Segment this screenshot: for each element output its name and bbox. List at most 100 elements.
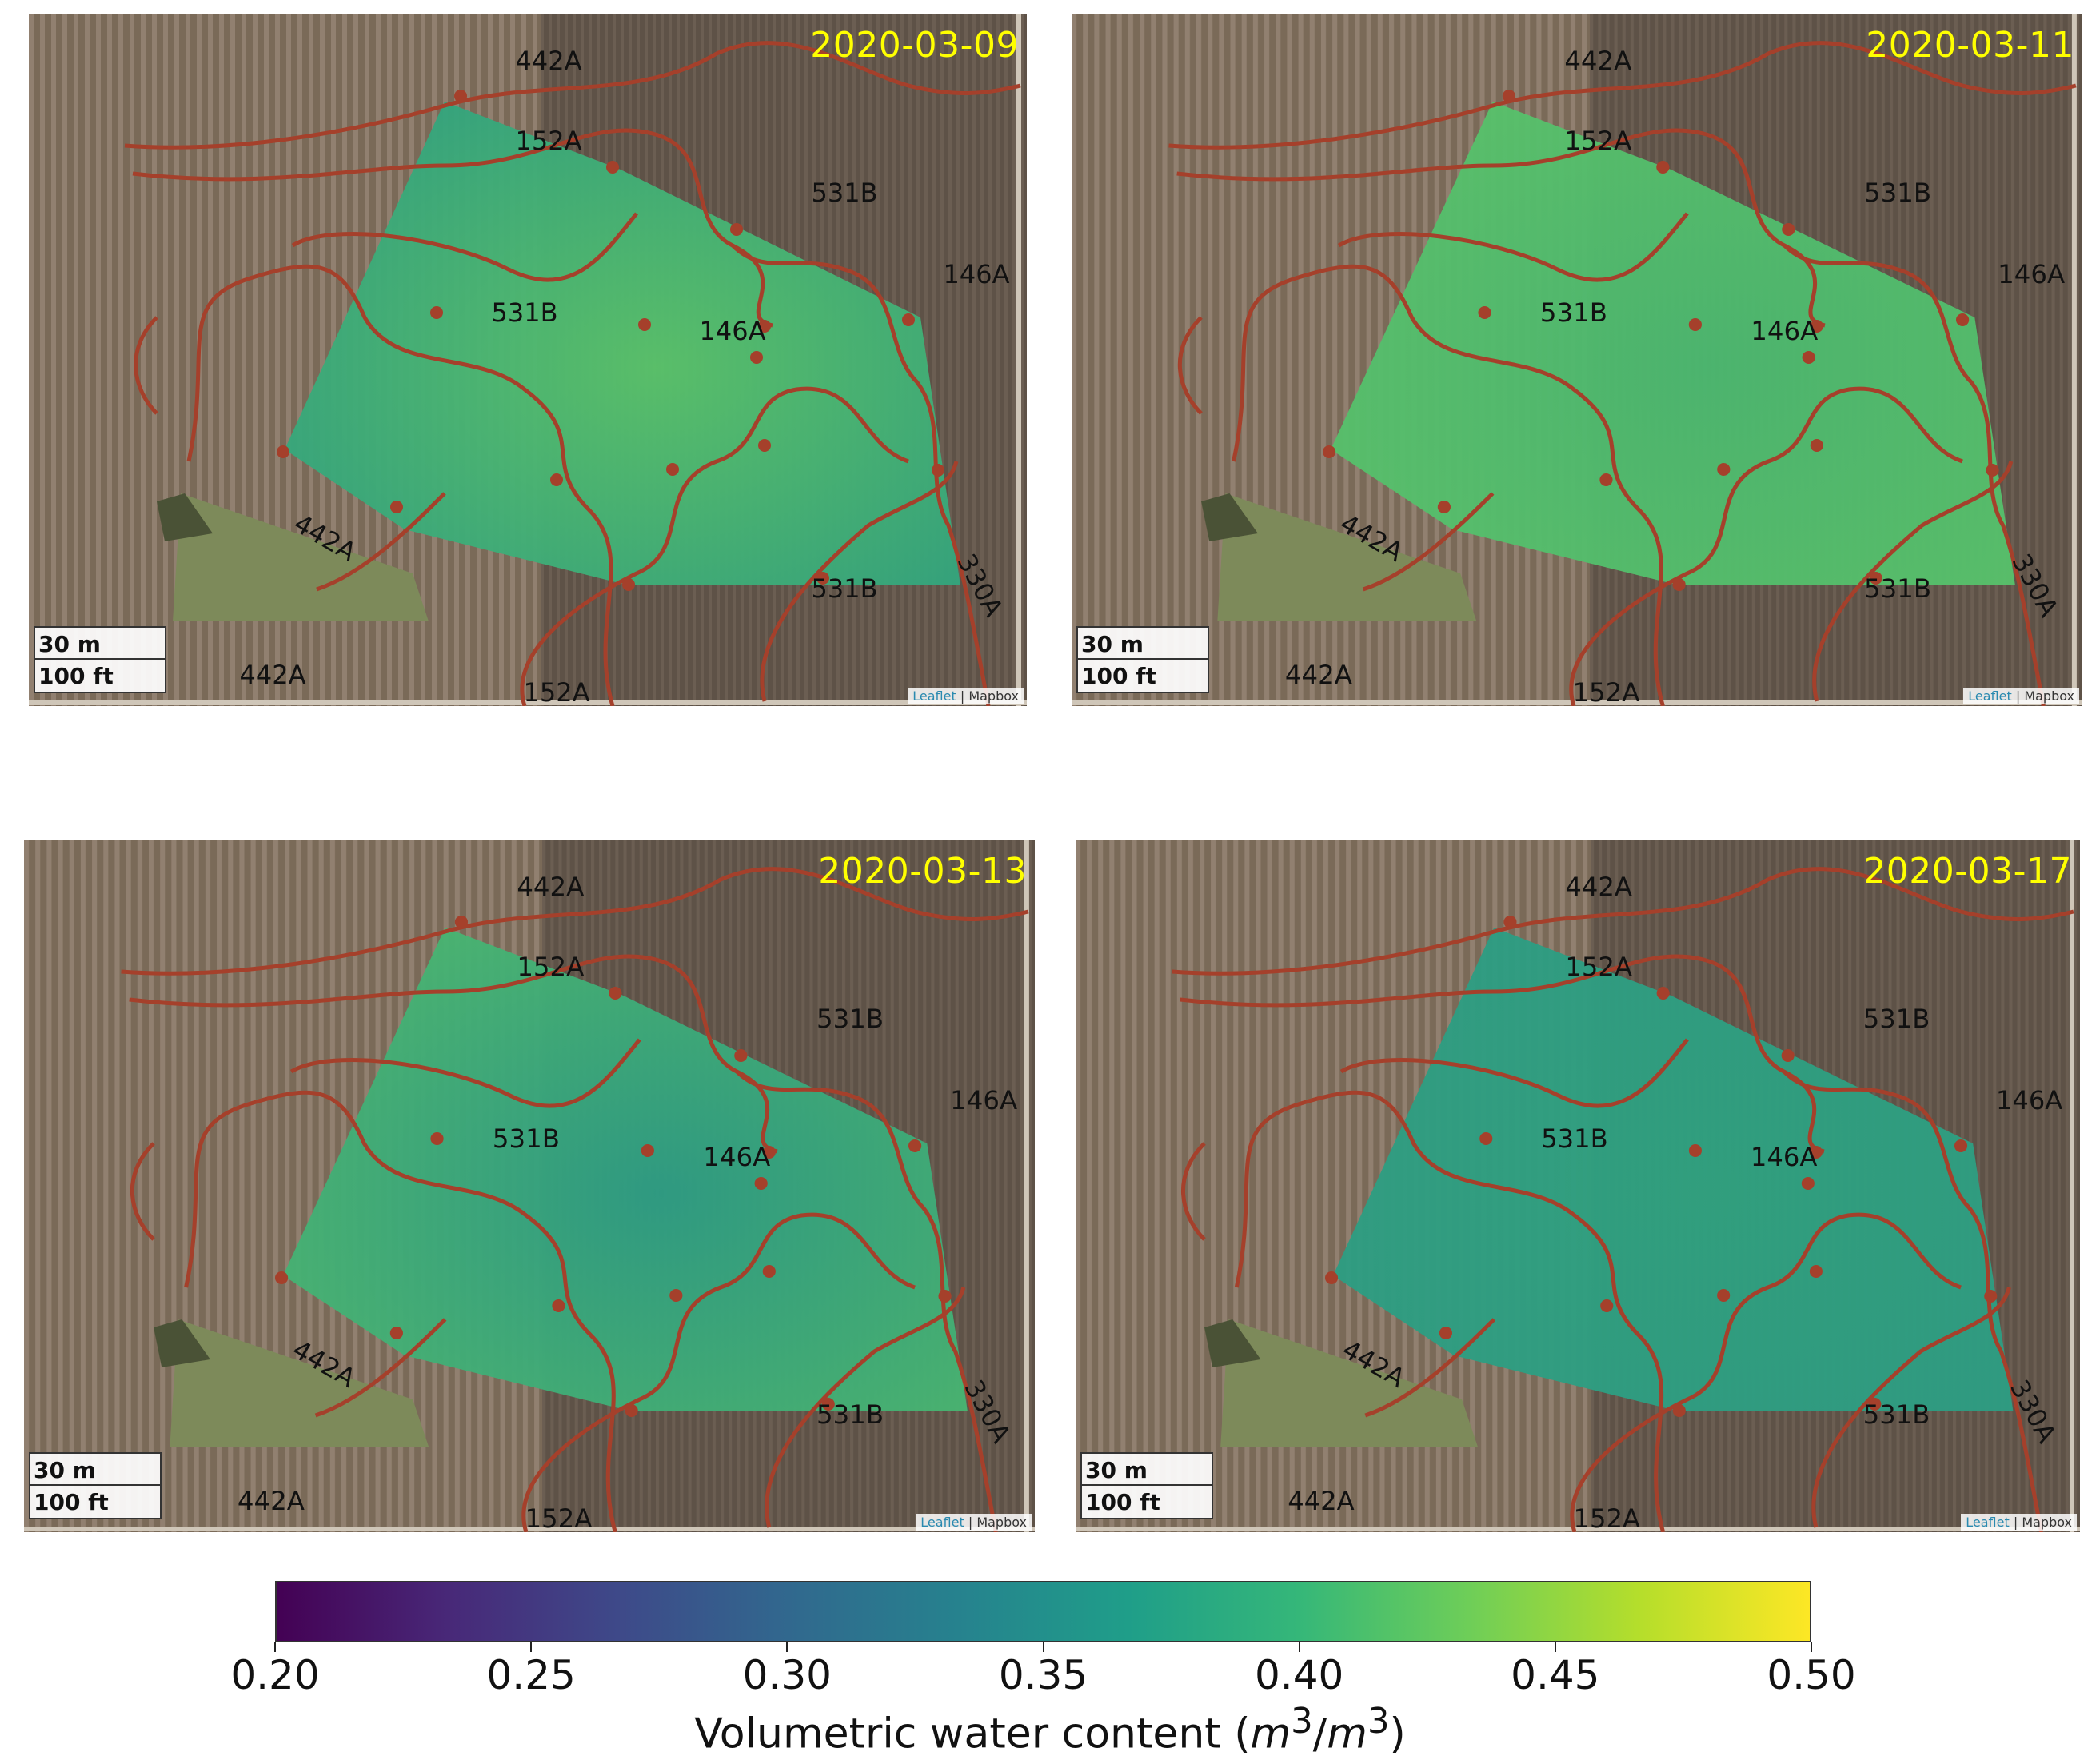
- soil-unit-label: 442A: [238, 1486, 305, 1516]
- sensor-point[interactable]: [750, 351, 763, 364]
- sensor-point[interactable]: [1810, 439, 1823, 452]
- soil-boundary: [731, 244, 991, 706]
- colorbar-tick: [786, 1642, 788, 1652]
- sensor-point[interactable]: [390, 501, 403, 513]
- map-attribution[interactable]: Leaflet | Mapbox: [1961, 1514, 2077, 1531]
- sensor-point[interactable]: [274, 1271, 289, 1284]
- soil-boundary: [1364, 1318, 1496, 1418]
- sensor-point[interactable]: [430, 306, 443, 319]
- sensor-point[interactable]: [1868, 1398, 1882, 1411]
- sensor-point[interactable]: [1672, 578, 1686, 591]
- sensor-point[interactable]: [816, 572, 829, 585]
- sensor-point[interactable]: [606, 161, 619, 174]
- sensor-point[interactable]: [821, 1398, 835, 1411]
- sensor-point[interactable]: [625, 1404, 638, 1417]
- soil-boundary: [1168, 41, 2077, 150]
- sensor-point[interactable]: [1809, 1265, 1823, 1278]
- moisture-surface: [1333, 928, 2014, 1411]
- sensor-point[interactable]: [1656, 161, 1670, 174]
- sensor-point[interactable]: [430, 1132, 444, 1145]
- map-attribution[interactable]: Leaflet | Mapbox: [916, 1514, 1032, 1531]
- mapbox-link[interactable]: Mapbox: [968, 688, 1019, 704]
- sensor-point[interactable]: [638, 318, 651, 331]
- soil-boundary: [1176, 128, 1826, 328]
- soil-boundary: [132, 128, 773, 328]
- pond: [154, 1319, 210, 1367]
- sensor-point[interactable]: [1717, 1289, 1731, 1302]
- sensor-point[interactable]: [666, 463, 679, 476]
- sensor-point[interactable]: [1810, 320, 1823, 333]
- soil-boundary: [184, 1090, 617, 1532]
- sensor-point[interactable]: [734, 1049, 748, 1062]
- sensor-point[interactable]: [389, 1327, 403, 1339]
- sensor-point[interactable]: [609, 987, 622, 1000]
- sensor-point[interactable]: [1324, 1271, 1339, 1284]
- sensor-point[interactable]: [1717, 463, 1731, 476]
- sensor-point[interactable]: [1869, 572, 1882, 585]
- sensor-point[interactable]: [1688, 1144, 1702, 1157]
- sensor-point[interactable]: [1781, 1049, 1795, 1062]
- sensor-point[interactable]: [1322, 445, 1336, 458]
- sensor-point[interactable]: [552, 1299, 565, 1312]
- moisture-surface: [1331, 102, 2015, 585]
- leaflet-link[interactable]: Leaflet: [920, 1515, 964, 1530]
- soil-boundary: [1783, 244, 2046, 706]
- sensor-point[interactable]: [908, 1139, 922, 1152]
- soil-boundary: [186, 264, 615, 706]
- sensor-point[interactable]: [454, 90, 467, 102]
- soil-unit-label: 531B: [1541, 1123, 1608, 1154]
- leaflet-link[interactable]: Leaflet: [912, 688, 956, 704]
- soil-unit-label: 152A: [1564, 126, 1631, 156]
- sensor-point[interactable]: [1437, 501, 1451, 513]
- sensor-point[interactable]: [754, 1177, 768, 1190]
- sensor-point[interactable]: [1956, 313, 1970, 326]
- sensor-point[interactable]: [1502, 90, 1516, 102]
- sensor-point[interactable]: [454, 916, 469, 928]
- sensor-point[interactable]: [902, 313, 915, 326]
- leaflet-link[interactable]: Leaflet: [1966, 1515, 2010, 1530]
- sensor-point[interactable]: [1479, 1132, 1493, 1145]
- soil-unit-label: 152A: [1565, 952, 1632, 982]
- sensor-point[interactable]: [1801, 1177, 1815, 1190]
- sensor-point[interactable]: [758, 439, 771, 452]
- soil-boundary: [520, 386, 909, 706]
- colorbar-tick: [1042, 1642, 1044, 1652]
- sensor-point[interactable]: [1672, 1404, 1686, 1417]
- map-attribution[interactable]: Leaflet | Mapbox: [1963, 688, 2079, 704]
- sensor-point[interactable]: [277, 445, 289, 458]
- sensor-point[interactable]: [1986, 464, 1999, 477]
- sensor-point[interactable]: [1984, 1290, 1998, 1303]
- sensor-point[interactable]: [1656, 987, 1670, 1000]
- sensor-point[interactable]: [932, 464, 944, 477]
- sensor-point[interactable]: [1503, 916, 1517, 928]
- leaflet-link[interactable]: Leaflet: [1968, 688, 2012, 704]
- soil-boundary: [291, 212, 638, 282]
- sensor-point[interactable]: [1439, 1327, 1452, 1339]
- soil-boundary: [316, 492, 446, 592]
- sensor-point[interactable]: [762, 1146, 776, 1159]
- sensor-point[interactable]: [762, 1265, 776, 1278]
- mapbox-link[interactable]: Mapbox: [2022, 1515, 2072, 1530]
- mapbox-link[interactable]: Mapbox: [976, 1515, 1027, 1530]
- scale-bar-feet: 100 ft: [34, 660, 166, 693]
- soil-unit-label: 531B: [1863, 1004, 1930, 1034]
- sensor-point[interactable]: [1954, 1139, 1968, 1152]
- mapbox-link[interactable]: Mapbox: [2024, 688, 2074, 704]
- sensor-point[interactable]: [669, 1289, 683, 1302]
- sensor-point[interactable]: [1688, 318, 1702, 331]
- sensor-point[interactable]: [550, 473, 563, 486]
- soil-unit-label: 146A: [1998, 259, 2065, 289]
- sensor-point[interactable]: [1599, 473, 1613, 486]
- sensor-point[interactable]: [1478, 306, 1491, 319]
- sensor-point[interactable]: [1809, 1146, 1823, 1159]
- sensor-point[interactable]: [758, 320, 771, 333]
- sensor-point[interactable]: [938, 1290, 952, 1303]
- sensor-point[interactable]: [641, 1144, 654, 1157]
- sensor-point[interactable]: [622, 578, 635, 591]
- sensor-point[interactable]: [1802, 351, 1815, 364]
- map-attribution[interactable]: Leaflet | Mapbox: [908, 688, 1024, 704]
- sensor-point[interactable]: [730, 223, 743, 236]
- sensor-point[interactable]: [1600, 1299, 1614, 1312]
- sensor-point[interactable]: [1782, 223, 1795, 236]
- soil-boundary: [124, 41, 1021, 150]
